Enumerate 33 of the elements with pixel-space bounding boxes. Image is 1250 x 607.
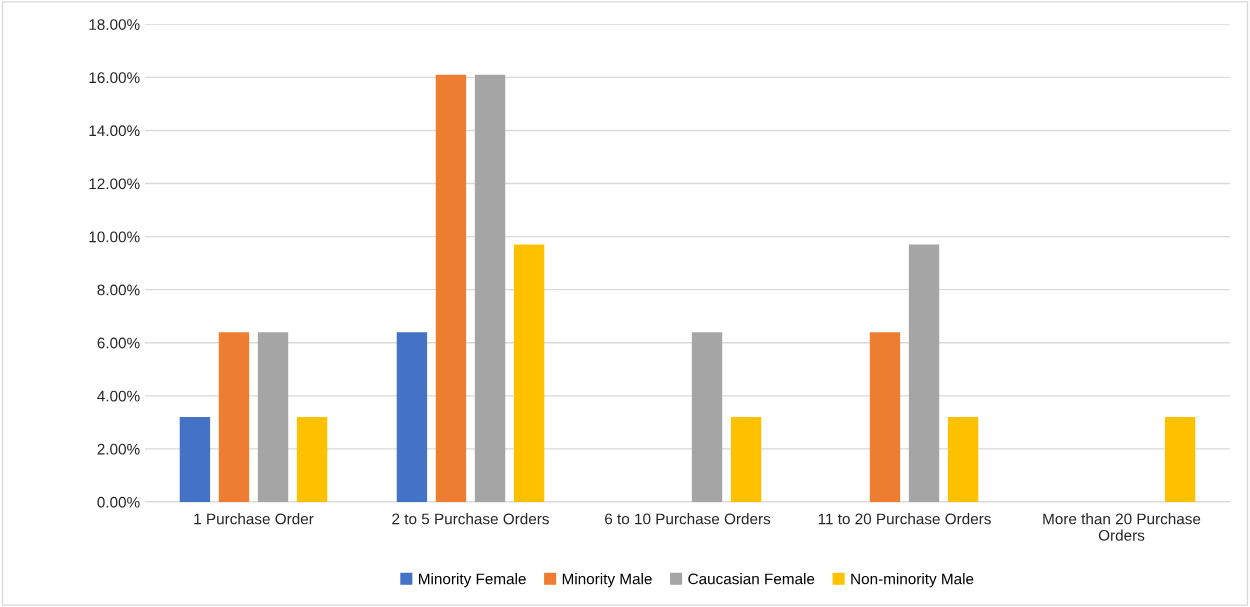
y-tick-label: 2.00% xyxy=(97,443,140,455)
y-tick-label: 8.00% xyxy=(97,284,140,296)
bar xyxy=(296,417,328,502)
y-tick-label: 0.00% xyxy=(97,496,140,508)
legend-label: Non-minority Male xyxy=(851,573,974,588)
x-tick-label: 2 to 5 Purchase Orders xyxy=(392,513,549,525)
y-tick-label: 16.00% xyxy=(89,72,140,84)
bar xyxy=(396,332,428,502)
bar xyxy=(947,417,979,502)
bar xyxy=(179,417,211,502)
y-tick-label: 6.00% xyxy=(97,337,140,349)
bar xyxy=(218,332,250,502)
bar xyxy=(869,332,901,502)
x-tick-label: 6 to 10 Purchase Orders xyxy=(605,513,771,525)
bar xyxy=(474,74,506,502)
y-tick-label: 12.00% xyxy=(89,178,140,190)
x-tick-label: More than 20 Purchase Orders xyxy=(1043,513,1201,541)
y-tick-label: 4.00% xyxy=(97,390,140,402)
bar xyxy=(257,332,289,502)
legend-label: Minority Male xyxy=(562,573,652,588)
x-tick-label: 11 to 20 Purchase Orders xyxy=(818,513,991,525)
bar xyxy=(513,244,545,502)
bar xyxy=(435,74,467,502)
bar xyxy=(691,332,723,502)
y-tick-label: 14.00% xyxy=(89,125,140,137)
y-tick-label: 18.00% xyxy=(89,19,140,30)
y-tick-label: 10.00% xyxy=(89,231,140,243)
bar xyxy=(1164,417,1196,502)
bar xyxy=(730,417,762,502)
x-tick-label: 1 Purchase Order xyxy=(194,513,314,525)
legend-label: Caucasian Female xyxy=(688,573,815,585)
legend-label: Minority Female xyxy=(419,573,526,588)
bar xyxy=(908,244,940,502)
